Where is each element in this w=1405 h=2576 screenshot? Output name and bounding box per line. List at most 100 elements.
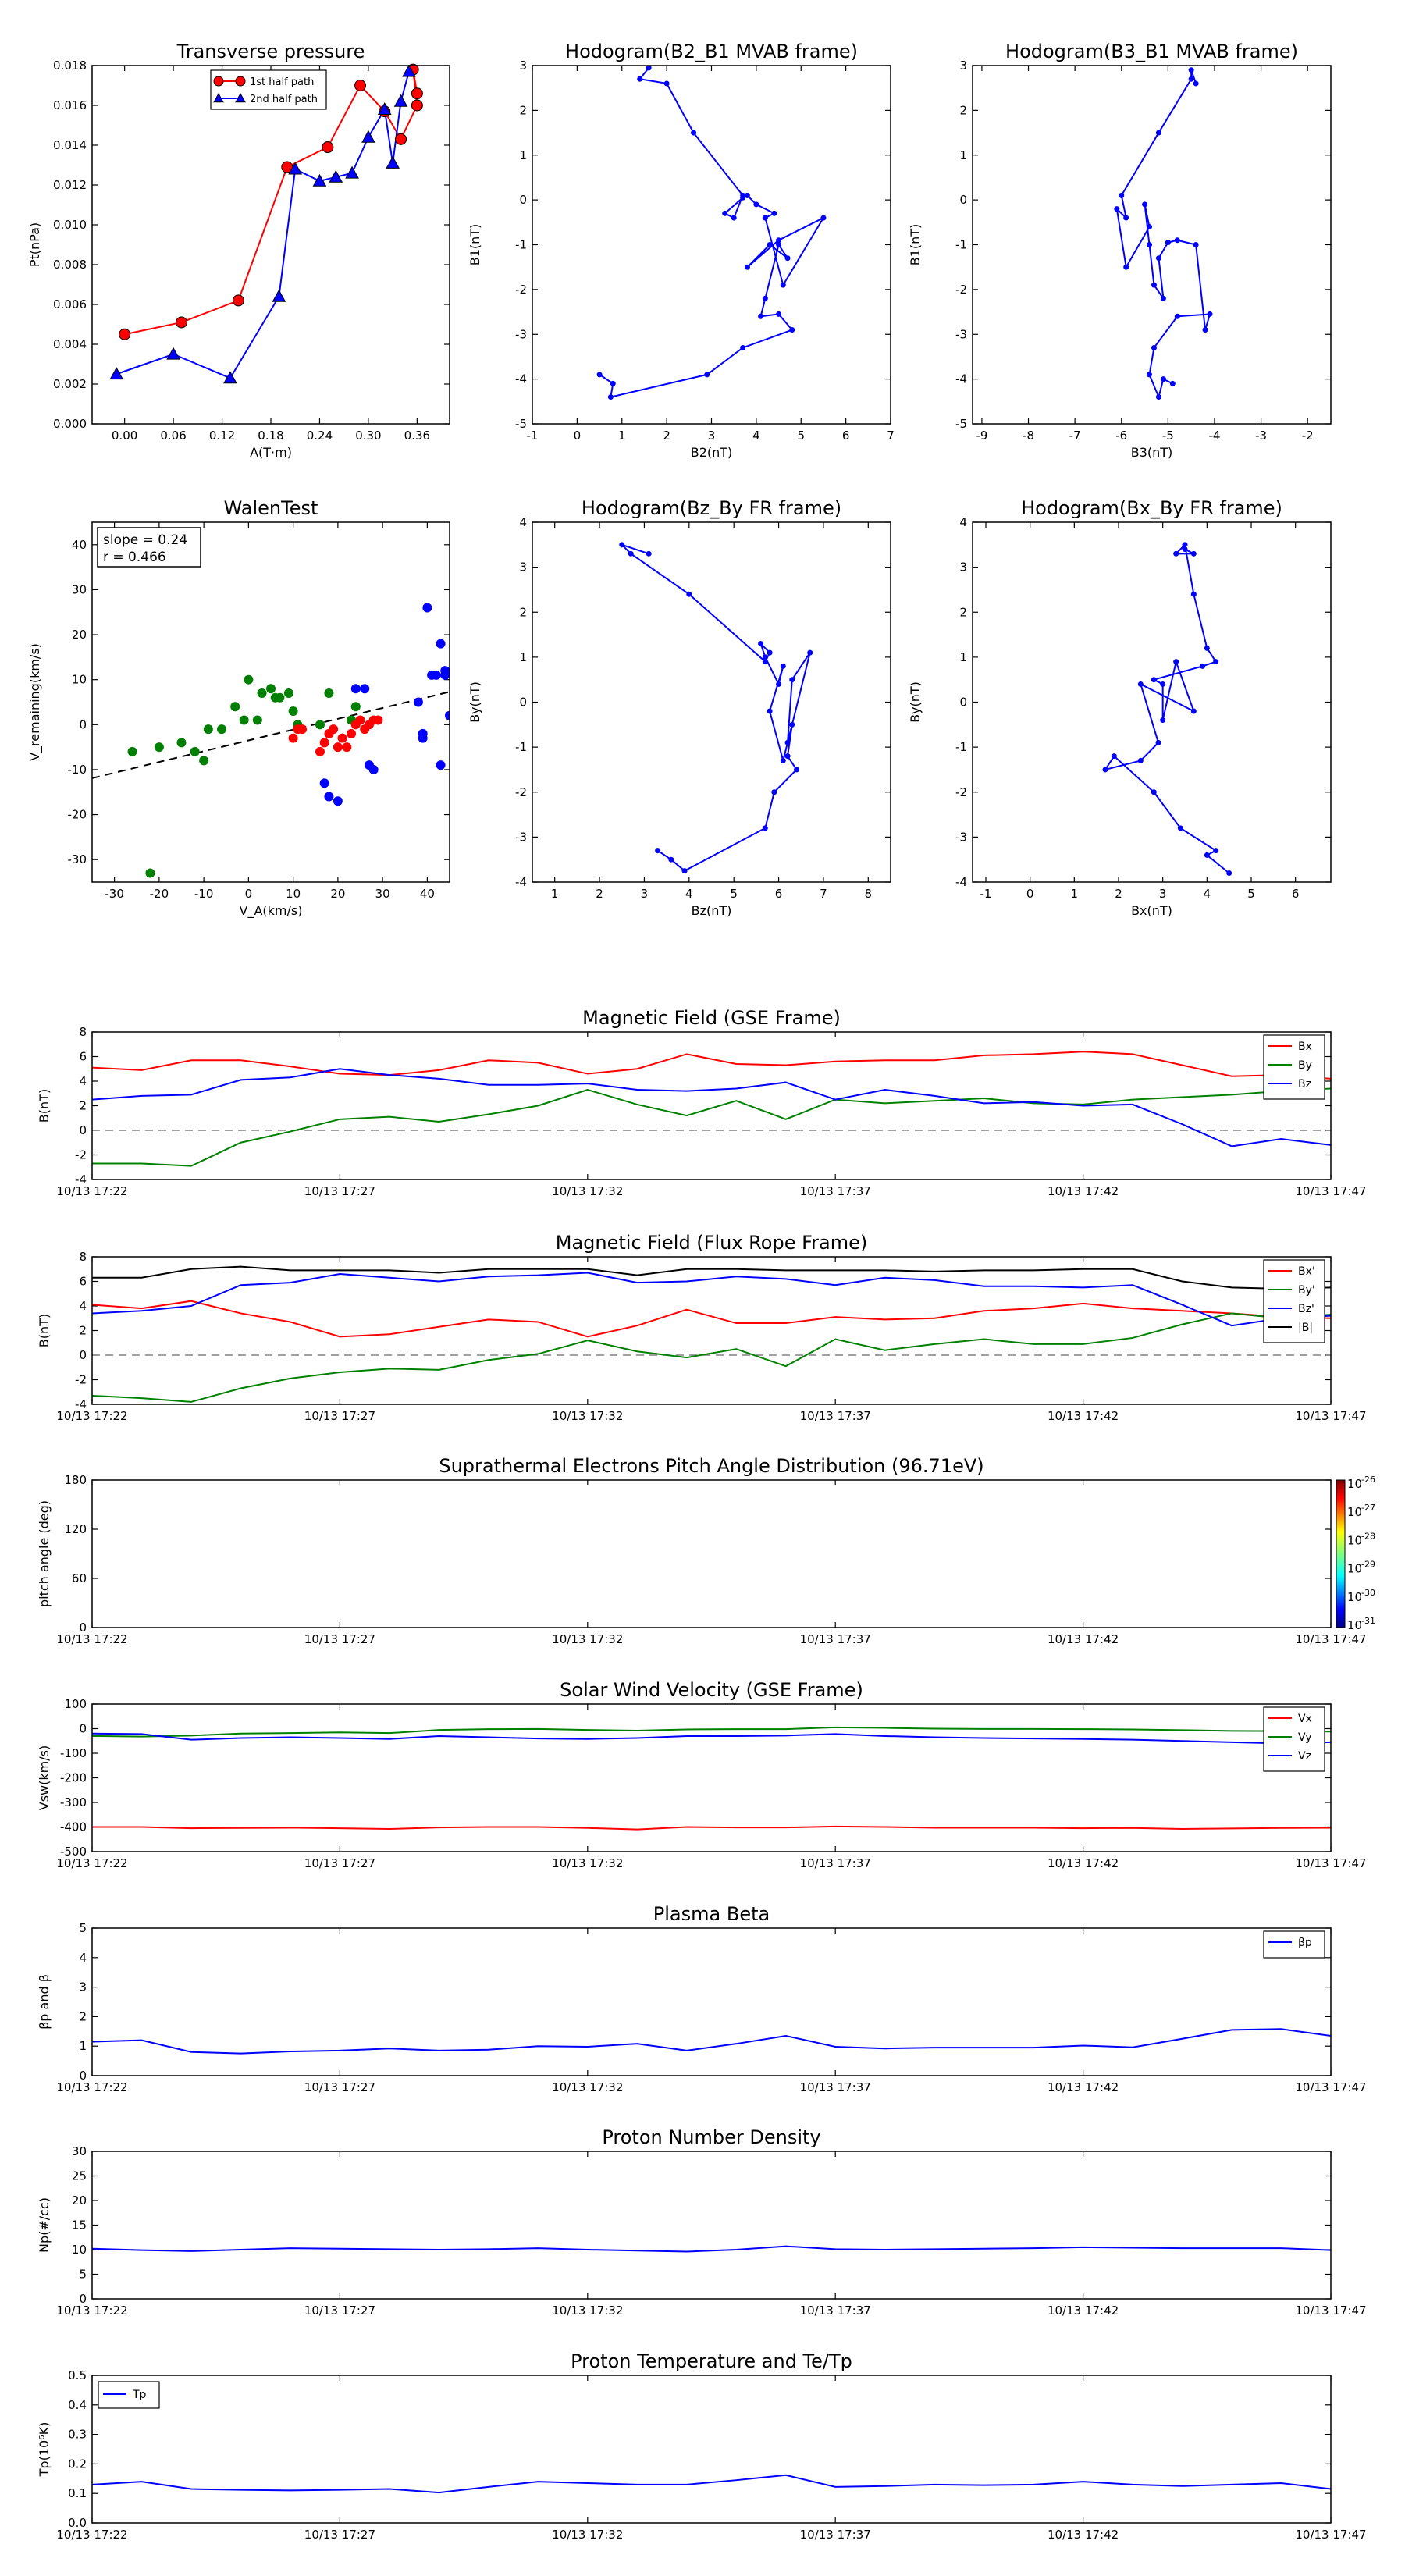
scatter-point [422, 603, 432, 613]
scatter-point [436, 639, 446, 649]
data-point [655, 848, 661, 854]
data-point [1190, 550, 1197, 557]
legend-label: Bz [1298, 1078, 1311, 1091]
y-tick-label: 4 [959, 515, 967, 529]
x-tick-label: 6 [842, 429, 850, 443]
data-point [119, 328, 131, 340]
legend: βp [1263, 1930, 1325, 1959]
data-point [223, 371, 237, 384]
data-point [1160, 295, 1166, 301]
x-tick-label: 3 [708, 429, 716, 443]
data-point [758, 313, 764, 319]
y-tick-label: 40 [72, 538, 87, 552]
x-tick-label: 1 [551, 887, 559, 901]
scatter-point [288, 733, 298, 743]
data-point [1177, 825, 1183, 831]
data-point [1137, 681, 1144, 687]
x-tick-label: 10/13 17:32 [552, 2528, 623, 2542]
y-tick-label: 30 [72, 582, 87, 596]
y-tick-label: 0 [959, 193, 967, 207]
data-point [758, 641, 764, 647]
y-tick-label: -5 [955, 417, 967, 431]
y-axis-label: By(nT) [468, 681, 482, 723]
y-tick-label: -20 [68, 808, 87, 822]
y-axis-label: B(nT) [37, 1089, 52, 1123]
series-line [92, 1825, 1331, 1831]
data-point [794, 767, 800, 773]
data-point [1147, 372, 1153, 378]
chart-plasma_beta: Plasma Beta 10/13 17:22 10/13 17:27 10/13 1… [37, 1903, 1367, 2094]
scatter-point [324, 792, 334, 802]
chart-mag_fr: Magnetic Field (Flux Rope Frame) 10/13 17… [37, 1232, 1367, 1423]
legend-label: Vx [1298, 1713, 1312, 1725]
data-point [1173, 659, 1179, 665]
scatter-point [347, 728, 357, 738]
x-tick-label: 1 [618, 429, 626, 443]
y-tick-label: 2 [79, 2009, 87, 2023]
data-point [762, 654, 768, 660]
data-point [628, 550, 634, 557]
colorbar-label: 10 [1347, 1477, 1362, 1491]
data-point [691, 130, 697, 136]
data-point [1200, 663, 1206, 669]
x-tick-label: -1 [527, 429, 539, 443]
x-axis-label: B2(nT) [691, 445, 733, 460]
chart-hodogram_b2_b1: Hodogram(B2_B1 MVAB frame) -1 0 1 2 3 4 5 6 7 -5 -4… [468, 41, 895, 460]
data-point [1173, 550, 1179, 557]
y-tick-label: 0.014 [53, 138, 87, 152]
x-tick-label: 6 [1292, 887, 1300, 901]
data-point [762, 659, 768, 665]
legend-label: Bz' [1298, 1303, 1314, 1315]
data-point [753, 201, 759, 208]
data-point [646, 65, 652, 71]
scatter-point [319, 778, 329, 788]
data-point [784, 255, 791, 262]
legend: Vx Vy Vz [1263, 1706, 1325, 1772]
plot-frame [91, 65, 450, 425]
scatter-point [445, 710, 450, 720]
x-tick-label: 10/13 17:32 [552, 1632, 623, 1646]
y-tick-label: 0.012 [53, 178, 87, 192]
data-point [740, 344, 746, 350]
y-tick-label: -300 [60, 1795, 87, 1809]
data-point [393, 94, 408, 107]
data-point [780, 282, 786, 288]
colorbar-label: 10 [1347, 1533, 1362, 1547]
data-point [646, 550, 652, 557]
scatter-point [288, 706, 298, 717]
x-tick-label: 10/13 17:37 [800, 1409, 871, 1423]
legend-label: βp [1298, 1937, 1312, 1949]
scatter-point [413, 697, 423, 707]
x-tick-label: 10/13 17:47 [1295, 2304, 1366, 2318]
data-point [329, 169, 343, 183]
data-point [1193, 242, 1199, 247]
x-tick-label: 10 [286, 887, 301, 901]
legend-box [1263, 1930, 1325, 1959]
y-axis-label: B(nT) [37, 1314, 52, 1347]
plot-area [92, 1726, 1331, 1831]
y-tick-label: 3 [959, 59, 967, 73]
data-point [637, 76, 643, 82]
series-line [116, 71, 410, 379]
slope-text: slope = 0.24 [103, 532, 187, 548]
y-tick-label: 2 [79, 1099, 87, 1113]
series-line [92, 2245, 1331, 2253]
data-point [1155, 394, 1161, 400]
chart-title: Magnetic Field (GSE Frame) [582, 1007, 841, 1029]
x-tick-label: -7 [1069, 429, 1081, 443]
y-tick-label: -10 [68, 763, 87, 777]
series-line [92, 1312, 1331, 1403]
plot-frame [91, 1479, 1332, 1628]
data-point [411, 99, 423, 112]
legend-label: Vy [1298, 1731, 1312, 1744]
plot-frame [91, 2151, 1332, 2300]
chart-title: Hodogram(B2_B1 MVAB frame) [565, 41, 858, 62]
data-point [411, 87, 423, 100]
chart-proton_temperature: Proton Temperature and Te/Tp 10/13 17:22 1… [37, 2350, 1367, 2542]
y-axis-label: Pt(nPa) [27, 222, 42, 267]
y-tick-label: 0 [79, 1123, 87, 1137]
y-tick-label: -500 [60, 1845, 87, 1859]
chart-title: Hodogram(Bx_By FR frame) [1021, 497, 1282, 519]
data-point [354, 80, 366, 91]
y-tick-label: 0 [959, 696, 967, 710]
